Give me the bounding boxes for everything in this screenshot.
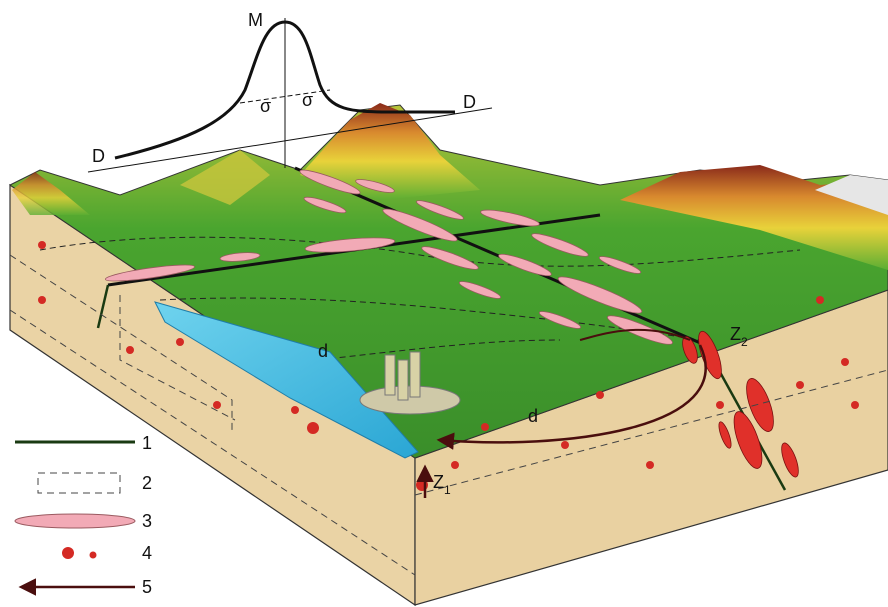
- curve-label: M: [248, 10, 263, 30]
- sigma-label: σ: [302, 90, 313, 110]
- legend-symbol: [90, 552, 97, 559]
- distance-label: d: [318, 341, 328, 361]
- legend-label: 1: [142, 433, 152, 453]
- distance-label: d: [528, 406, 538, 426]
- legend: 1 2 3 4 5: [15, 433, 152, 597]
- zone-index: 2: [741, 335, 748, 349]
- legend-label: 5: [142, 577, 152, 597]
- zone-index: 1: [444, 483, 451, 497]
- sigma-label: σ: [260, 96, 271, 116]
- zone-letter: Z: [433, 472, 444, 492]
- zone-letter: Z: [730, 324, 741, 344]
- curve-label: D: [463, 92, 476, 112]
- curve-label: D: [92, 146, 105, 166]
- legend-label: 2: [142, 473, 152, 493]
- legend-label: 3: [142, 511, 152, 531]
- legend-symbol: [62, 547, 74, 559]
- block-diagram: M D D σ σ d d Z1 Z2 1 2 3 4 5: [0, 0, 888, 607]
- legend-label: 4: [142, 543, 152, 563]
- legend-symbol: [38, 473, 120, 493]
- legend-symbol: [15, 514, 135, 528]
